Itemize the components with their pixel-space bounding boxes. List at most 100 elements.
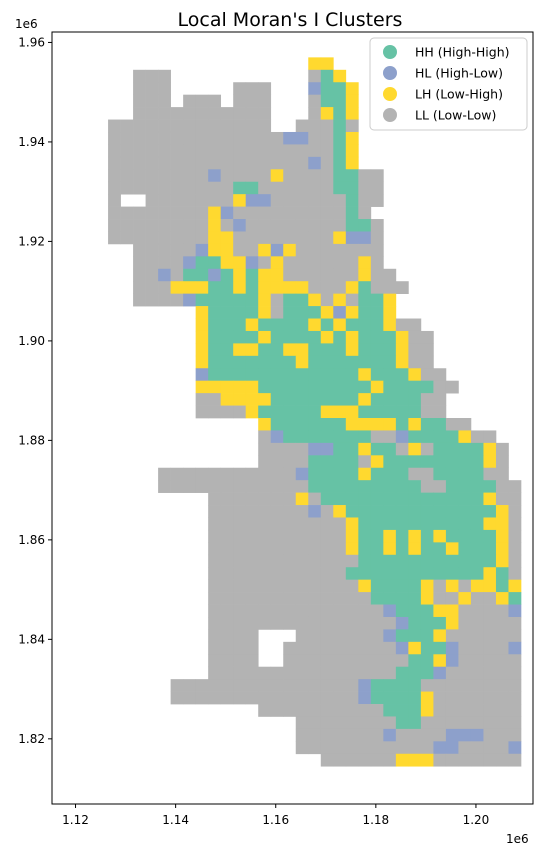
ll-cell <box>333 268 347 282</box>
ll-cell <box>208 616 222 630</box>
ll-cell <box>333 616 347 630</box>
ll-cell <box>408 467 422 481</box>
lh-cell <box>233 281 247 294</box>
hh-cell <box>408 567 422 581</box>
ll-cell <box>320 529 334 543</box>
hl-cell <box>208 169 222 183</box>
hh-cell <box>370 318 384 332</box>
ll-cell <box>445 679 459 692</box>
hh-cell <box>320 467 334 481</box>
ll-cell <box>470 753 484 767</box>
ll-cell <box>295 554 309 568</box>
ll-cell <box>220 679 234 692</box>
ll-cell <box>370 753 384 767</box>
ll-cell <box>258 517 272 531</box>
ll-cell <box>220 181 234 195</box>
ll-cell <box>483 641 497 655</box>
y-tick-label: 1.86 <box>18 533 45 547</box>
ll-cell <box>508 517 522 531</box>
lh-cell <box>370 455 384 469</box>
ll-cell <box>433 592 447 605</box>
hh-cell <box>333 82 347 96</box>
hh-cell <box>408 554 422 568</box>
hh-cell <box>383 704 397 717</box>
hh-cell <box>408 654 422 668</box>
hh-cell <box>445 442 459 456</box>
ll-cell <box>308 616 322 630</box>
ll-cell <box>195 679 209 692</box>
hh-cell <box>245 281 259 294</box>
ll-cell <box>358 629 372 643</box>
lh-cell <box>383 542 397 556</box>
lh-cell <box>183 281 196 294</box>
hh-cell <box>345 505 359 518</box>
ll-cell <box>495 728 509 742</box>
ll-cell <box>208 467 222 481</box>
ll-cell <box>245 691 259 705</box>
ll-cell <box>145 268 159 282</box>
ll-cell <box>108 156 121 170</box>
ll-cell <box>320 691 334 705</box>
ll-cell <box>245 592 259 605</box>
hh-cell <box>270 393 284 406</box>
ll-cell <box>358 181 372 195</box>
ll-cell <box>283 529 297 543</box>
ll-cell <box>283 616 297 630</box>
ll-cell <box>220 554 234 568</box>
ll-cell <box>258 107 272 120</box>
ll-cell <box>270 542 284 556</box>
lh-cell <box>420 579 434 593</box>
ll-cell <box>308 704 322 717</box>
lh-cell <box>458 592 472 605</box>
y-tick-label: 1.90 <box>18 334 45 348</box>
hh-cell <box>245 268 259 282</box>
ll-cell <box>345 243 359 257</box>
lh-cell <box>408 641 422 655</box>
ll-cell <box>170 679 184 692</box>
ll-cell <box>233 94 247 108</box>
ll-cell <box>395 728 409 742</box>
ll-cell <box>295 219 309 232</box>
hl-cell <box>295 131 309 145</box>
lh-cell <box>383 293 397 307</box>
legend-box <box>369 37 528 131</box>
legend-label: LL (Low-Low) <box>415 108 496 123</box>
ll-cell <box>358 592 372 605</box>
hh-cell <box>408 616 422 630</box>
ll-cell <box>295 156 309 170</box>
ll-cell <box>258 492 272 506</box>
ll-cell <box>258 119 272 133</box>
ll-cell <box>483 430 497 444</box>
hh-cell <box>408 517 422 531</box>
ll-cell <box>420 330 434 344</box>
ll-cell <box>308 554 322 568</box>
ll-cell <box>133 181 146 195</box>
hh-cell <box>395 604 409 618</box>
lh-cell <box>445 542 459 556</box>
ll-cell <box>258 169 272 183</box>
hh-cell <box>395 716 409 730</box>
ll-cell <box>108 144 121 158</box>
hh-cell <box>358 405 372 419</box>
ll-cell <box>508 567 522 581</box>
ll-cell <box>220 467 234 481</box>
lh-cell <box>433 604 447 618</box>
hh-cell <box>320 355 334 369</box>
hh-cell <box>333 442 347 456</box>
ll-cell <box>333 704 347 717</box>
ll-cell <box>345 554 359 568</box>
ll-cell <box>233 666 247 680</box>
hh-cell <box>370 517 384 531</box>
hh-cell <box>308 330 322 344</box>
lh-cell <box>308 57 322 71</box>
ll-cell <box>133 293 146 307</box>
ll-cell <box>308 679 322 692</box>
ll-cell <box>333 206 347 220</box>
ll-cell <box>133 243 146 257</box>
ll-cell <box>208 107 222 120</box>
ll-cell <box>183 119 196 133</box>
hh-cell <box>395 368 409 382</box>
ll-cell <box>158 69 171 83</box>
ll-cell <box>470 704 484 717</box>
ll-cell <box>458 654 472 668</box>
